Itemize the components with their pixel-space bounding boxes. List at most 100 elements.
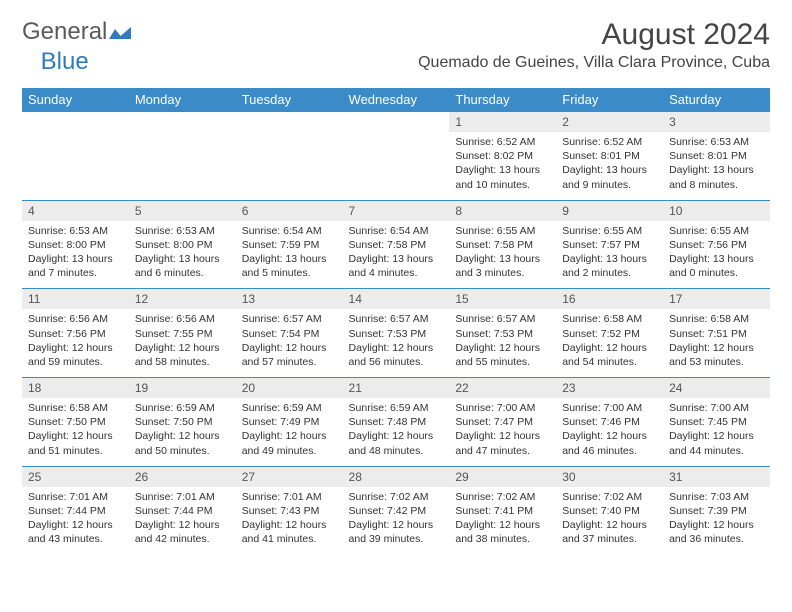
day-cell: 12Sunrise: 6:56 AMSunset: 7:55 PMDayligh… [129, 289, 236, 378]
calendar-week: 4Sunrise: 6:53 AMSunset: 8:00 PMDaylight… [22, 200, 770, 289]
calendar-week: 11Sunrise: 6:56 AMSunset: 7:56 PMDayligh… [22, 289, 770, 378]
day-number: 21 [343, 378, 450, 398]
day-details: Sunrise: 7:00 AMSunset: 7:46 PMDaylight:… [556, 398, 663, 466]
brand-flag-icon [109, 25, 131, 39]
day-number: 31 [663, 467, 770, 487]
day-number: 25 [22, 467, 129, 487]
day-number: 29 [449, 467, 556, 487]
day-details: Sunrise: 6:59 AMSunset: 7:49 PMDaylight:… [236, 398, 343, 466]
day-details: Sunrise: 6:53 AMSunset: 8:00 PMDaylight:… [22, 221, 129, 289]
day-cell: 25Sunrise: 7:01 AMSunset: 7:44 PMDayligh… [22, 466, 129, 554]
day-details: Sunrise: 6:55 AMSunset: 7:56 PMDaylight:… [663, 221, 770, 289]
day-number: 20 [236, 378, 343, 398]
day-number: 8 [449, 201, 556, 221]
day-details: Sunrise: 6:53 AMSunset: 8:00 PMDaylight:… [129, 221, 236, 289]
day-number: 7 [343, 201, 450, 221]
day-number: 10 [663, 201, 770, 221]
day-header-row: SundayMondayTuesdayWednesdayThursdayFrid… [22, 88, 770, 112]
day-cell: 4Sunrise: 6:53 AMSunset: 8:00 PMDaylight… [22, 200, 129, 289]
day-details: Sunrise: 7:00 AMSunset: 7:47 PMDaylight:… [449, 398, 556, 466]
day-details: Sunrise: 6:55 AMSunset: 7:58 PMDaylight:… [449, 221, 556, 289]
day-number: 14 [343, 289, 450, 309]
day-cell: 30Sunrise: 7:02 AMSunset: 7:40 PMDayligh… [556, 466, 663, 554]
calendar-table: SundayMondayTuesdayWednesdayThursdayFrid… [22, 88, 770, 554]
day-cell: 28Sunrise: 7:02 AMSunset: 7:42 PMDayligh… [343, 466, 450, 554]
calendar-body: 1Sunrise: 6:52 AMSunset: 8:02 PMDaylight… [22, 112, 770, 555]
day-details: Sunrise: 6:59 AMSunset: 7:50 PMDaylight:… [129, 398, 236, 466]
day-header: Monday [129, 88, 236, 112]
day-details: Sunrise: 6:57 AMSunset: 7:54 PMDaylight:… [236, 309, 343, 377]
day-header: Thursday [449, 88, 556, 112]
day-cell: 3Sunrise: 6:53 AMSunset: 8:01 PMDaylight… [663, 112, 770, 201]
day-details: Sunrise: 6:58 AMSunset: 7:51 PMDaylight:… [663, 309, 770, 377]
day-cell: 17Sunrise: 6:58 AMSunset: 7:51 PMDayligh… [663, 289, 770, 378]
day-details [236, 132, 343, 192]
day-details: Sunrise: 6:52 AMSunset: 8:01 PMDaylight:… [556, 132, 663, 200]
day-details: Sunrise: 6:52 AMSunset: 8:02 PMDaylight:… [449, 132, 556, 200]
day-header: Friday [556, 88, 663, 112]
day-number [343, 112, 450, 132]
day-number: 26 [129, 467, 236, 487]
day-number [22, 112, 129, 132]
day-number: 6 [236, 201, 343, 221]
day-number: 30 [556, 467, 663, 487]
day-details [129, 132, 236, 192]
day-details: Sunrise: 6:59 AMSunset: 7:48 PMDaylight:… [343, 398, 450, 466]
day-number: 27 [236, 467, 343, 487]
brand-logo: General [22, 18, 132, 46]
day-cell: 1Sunrise: 6:52 AMSunset: 8:02 PMDaylight… [449, 112, 556, 201]
day-details [22, 132, 129, 192]
day-cell: 23Sunrise: 7:00 AMSunset: 7:46 PMDayligh… [556, 378, 663, 467]
day-number [129, 112, 236, 132]
day-number: 4 [22, 201, 129, 221]
day-number: 18 [22, 378, 129, 398]
empty-cell [236, 112, 343, 201]
month-title: August 2024 [418, 18, 770, 52]
day-number: 12 [129, 289, 236, 309]
day-cell: 11Sunrise: 6:56 AMSunset: 7:56 PMDayligh… [22, 289, 129, 378]
day-details: Sunrise: 6:53 AMSunset: 8:01 PMDaylight:… [663, 132, 770, 200]
day-number: 19 [129, 378, 236, 398]
day-number: 22 [449, 378, 556, 398]
day-cell: 16Sunrise: 6:58 AMSunset: 7:52 PMDayligh… [556, 289, 663, 378]
day-details: Sunrise: 6:56 AMSunset: 7:56 PMDaylight:… [22, 309, 129, 377]
day-number: 3 [663, 112, 770, 132]
empty-cell [129, 112, 236, 201]
day-cell: 2Sunrise: 6:52 AMSunset: 8:01 PMDaylight… [556, 112, 663, 201]
day-number: 11 [22, 289, 129, 309]
day-details: Sunrise: 6:57 AMSunset: 7:53 PMDaylight:… [449, 309, 556, 377]
day-cell: 20Sunrise: 6:59 AMSunset: 7:49 PMDayligh… [236, 378, 343, 467]
day-number: 2 [556, 112, 663, 132]
day-cell: 26Sunrise: 7:01 AMSunset: 7:44 PMDayligh… [129, 466, 236, 554]
day-details: Sunrise: 7:02 AMSunset: 7:42 PMDaylight:… [343, 487, 450, 555]
calendar-page: General August 2024 Quemado de Gueines, … [0, 0, 792, 564]
day-details: Sunrise: 7:01 AMSunset: 7:44 PMDaylight:… [129, 487, 236, 555]
day-details: Sunrise: 6:58 AMSunset: 7:50 PMDaylight:… [22, 398, 129, 466]
day-cell: 15Sunrise: 6:57 AMSunset: 7:53 PMDayligh… [449, 289, 556, 378]
empty-cell [343, 112, 450, 201]
day-cell: 24Sunrise: 7:00 AMSunset: 7:45 PMDayligh… [663, 378, 770, 467]
day-number [236, 112, 343, 132]
day-number: 15 [449, 289, 556, 309]
day-cell: 18Sunrise: 6:58 AMSunset: 7:50 PMDayligh… [22, 378, 129, 467]
day-details: Sunrise: 6:57 AMSunset: 7:53 PMDaylight:… [343, 309, 450, 377]
day-details: Sunrise: 7:01 AMSunset: 7:44 PMDaylight:… [22, 487, 129, 555]
day-number: 5 [129, 201, 236, 221]
day-cell: 14Sunrise: 6:57 AMSunset: 7:53 PMDayligh… [343, 289, 450, 378]
day-cell: 6Sunrise: 6:54 AMSunset: 7:59 PMDaylight… [236, 200, 343, 289]
day-details: Sunrise: 6:54 AMSunset: 7:58 PMDaylight:… [343, 221, 450, 289]
day-number: 13 [236, 289, 343, 309]
day-details: Sunrise: 6:54 AMSunset: 7:59 PMDaylight:… [236, 221, 343, 289]
day-cell: 27Sunrise: 7:01 AMSunset: 7:43 PMDayligh… [236, 466, 343, 554]
day-cell: 21Sunrise: 6:59 AMSunset: 7:48 PMDayligh… [343, 378, 450, 467]
day-cell: 29Sunrise: 7:02 AMSunset: 7:41 PMDayligh… [449, 466, 556, 554]
day-number: 1 [449, 112, 556, 132]
day-number: 9 [556, 201, 663, 221]
day-details: Sunrise: 7:03 AMSunset: 7:39 PMDaylight:… [663, 487, 770, 555]
day-number: 17 [663, 289, 770, 309]
day-cell: 5Sunrise: 6:53 AMSunset: 8:00 PMDaylight… [129, 200, 236, 289]
day-header: Wednesday [343, 88, 450, 112]
day-cell: 10Sunrise: 6:55 AMSunset: 7:56 PMDayligh… [663, 200, 770, 289]
day-details: Sunrise: 6:58 AMSunset: 7:52 PMDaylight:… [556, 309, 663, 377]
brand-part1: General [22, 18, 107, 46]
